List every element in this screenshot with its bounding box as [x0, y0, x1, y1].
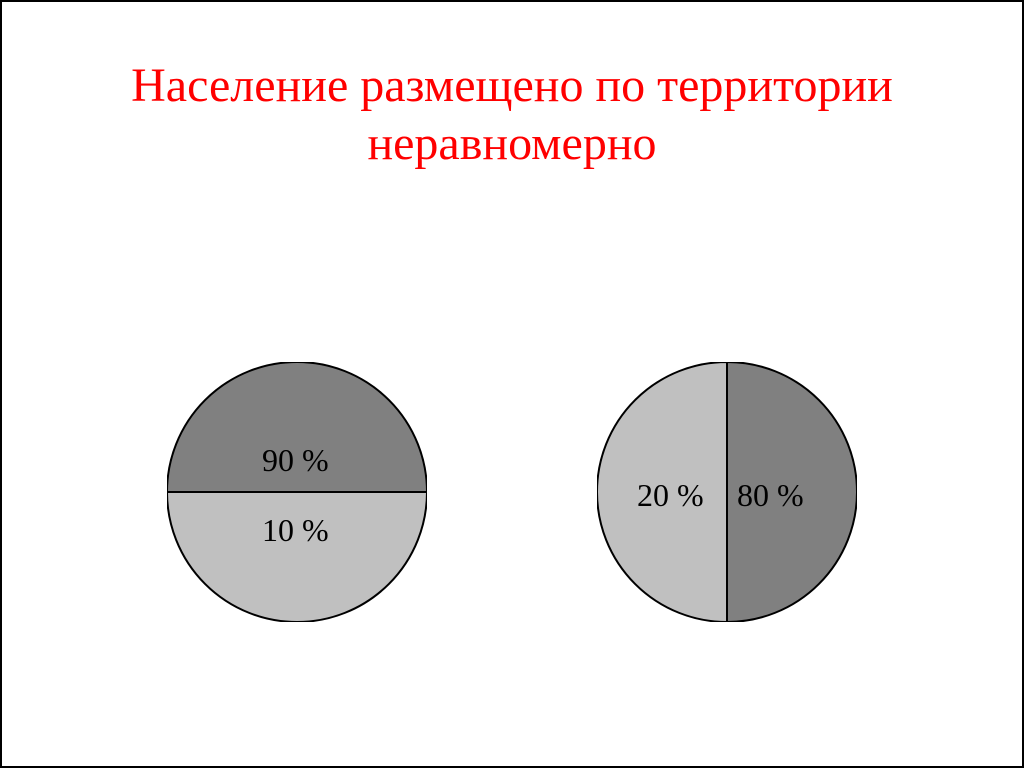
pie-label-left: 20 %	[637, 477, 704, 514]
pie-chart-1-svg	[167, 362, 427, 622]
pie-label-bottom: 10 %	[262, 512, 329, 549]
pie-label-top: 90 %	[262, 442, 329, 479]
slide-title: Население размещено по территории неравн…	[2, 57, 1022, 172]
pie-label-right: 80 %	[737, 477, 804, 514]
pie-chart-1: 90 % 10 %	[167, 362, 427, 622]
charts-container: 90 % 10 % 20 % 80 %	[2, 362, 1022, 622]
pie-chart-2: 20 % 80 %	[597, 362, 857, 622]
pie-chart-2-svg	[597, 362, 857, 622]
